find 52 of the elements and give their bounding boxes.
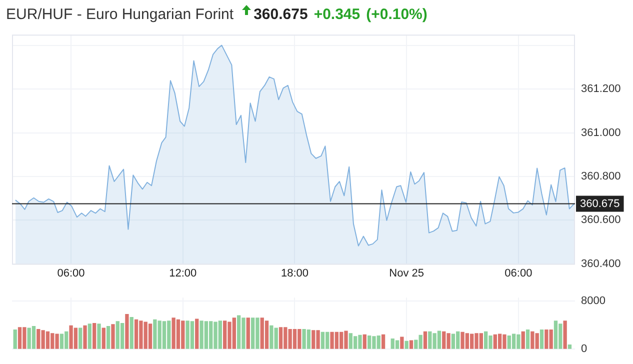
bar [83, 325, 87, 349]
x-tick-label: 18:00 [280, 267, 309, 280]
ref-line-label: 360.675 [580, 198, 620, 210]
bar [409, 340, 414, 349]
bar [148, 324, 152, 349]
bar [362, 334, 366, 349]
bar [381, 334, 386, 349]
text: +0.345 [314, 6, 360, 22]
bar [60, 334, 64, 349]
x-tick-label: Nov 25 [389, 267, 424, 280]
bar [395, 340, 400, 349]
x-tick-label: 12:00 [169, 267, 197, 280]
bar [568, 344, 572, 349]
bar [292, 328, 297, 349]
bar [130, 316, 134, 349]
y-tick-label: 360.800 [581, 170, 621, 183]
bar [88, 324, 92, 349]
x-tick-label: 06:00 [57, 267, 85, 280]
bar [526, 330, 530, 349]
bar [563, 320, 567, 349]
bar [423, 331, 428, 349]
bar [13, 330, 17, 349]
bar [540, 330, 544, 349]
bar [400, 336, 404, 349]
chart-subtitle: 360.675 [254, 6, 308, 22]
bar [111, 324, 115, 349]
bar [120, 322, 124, 349]
chart-title: EUR/HUF - Euro Hungarian Forint [6, 6, 234, 22]
bar [521, 331, 525, 349]
bar [102, 328, 106, 349]
y-tick-label: 360.400 [581, 258, 621, 270]
bar [264, 320, 269, 349]
bar [106, 326, 110, 349]
x-tick-label: 06:00 [504, 267, 532, 280]
bar [404, 340, 408, 349]
bar [32, 326, 36, 349]
bar [125, 314, 129, 349]
bar [246, 318, 250, 349]
y-tick-label: 8000 [581, 295, 606, 308]
y-tick-label: 361.200 [581, 83, 621, 96]
bar [92, 322, 96, 349]
bar [97, 324, 101, 349]
text: (+0.10%) [366, 6, 428, 22]
bar [162, 321, 166, 349]
bar [554, 320, 558, 349]
bar [195, 318, 199, 349]
y-tick-label: 361.000 [581, 126, 621, 139]
bar [451, 334, 456, 349]
bar [78, 328, 82, 349]
y-tick-label: 360.600 [581, 214, 621, 226]
y-tick-label: 0 [581, 343, 588, 356]
bar [320, 332, 325, 349]
